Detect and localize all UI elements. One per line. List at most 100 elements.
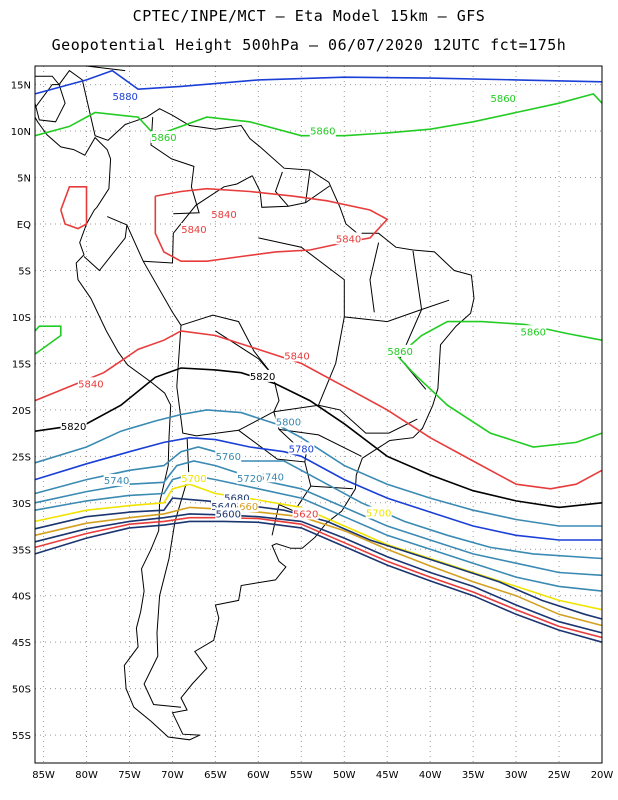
- lon-tick-label: 20W: [591, 770, 614, 781]
- map-title: CPTEC/INPE/MCT – Eta Model 15km – GFS: [132, 7, 486, 25]
- contour-line: [34, 330, 603, 490]
- contour-label: 5760: [216, 452, 241, 463]
- contour-label: 5860: [151, 133, 176, 144]
- contour-label-bg: [387, 344, 414, 357]
- contour-label-bg: [103, 473, 130, 486]
- contour-line: [34, 446, 603, 560]
- central-america-coast: [34, 75, 66, 123]
- graticule-grid: [35, 66, 603, 763]
- contour-label-bg: [490, 92, 517, 105]
- contour-label-bg: [309, 124, 336, 137]
- lon-tick-label: 60W: [247, 770, 270, 781]
- contour-label: 5680: [224, 494, 249, 505]
- contour-label: 5840: [211, 210, 236, 221]
- country-border: [180, 314, 280, 412]
- contour-label: 5700: [181, 474, 206, 485]
- coastlines-borders: [34, 65, 475, 741]
- map-frame: [34, 65, 603, 764]
- lat-tick-label: 35S: [12, 545, 31, 556]
- country-border: [318, 316, 345, 406]
- contour-label-bg: [249, 369, 276, 382]
- country-border: [274, 171, 289, 207]
- contour-lines: [34, 69, 603, 643]
- lat-tick-label: 15S: [12, 359, 31, 370]
- lon-tick-label: 50W: [333, 770, 356, 781]
- contour-label-bg: [275, 415, 302, 428]
- lon-tick-label: 85W: [32, 770, 55, 781]
- contour-label: 5820: [250, 372, 275, 383]
- lat-tick-label: 25S: [12, 452, 31, 463]
- lat-tick-label: EQ: [17, 220, 31, 231]
- country-border: [150, 117, 200, 215]
- contour-labels: 5880 5860 5860 5860 5860 5860 5840 5840 5840 5840…: [60, 90, 547, 520]
- country-border: [176, 386, 275, 437]
- country-border: [143, 175, 253, 264]
- contour-line: [34, 409, 602, 527]
- country-border: [126, 224, 182, 387]
- lon-tick-label: 40W: [419, 770, 442, 781]
- country-border: [273, 404, 418, 434]
- contour-label-bg: [180, 472, 207, 485]
- lat-tick-label: 30S: [12, 499, 31, 510]
- contour-label-bg: [258, 470, 285, 483]
- contour-label-bg: [211, 208, 237, 221]
- country-border: [83, 216, 128, 272]
- contour-label: 5660: [233, 502, 258, 513]
- contour-line: [34, 325, 62, 355]
- contour-line: [34, 506, 603, 627]
- contour-label-bg: [215, 507, 242, 520]
- lat-tick-label: 10N: [11, 127, 31, 138]
- caribbean-island: [43, 65, 126, 72]
- contour-label: 5880: [112, 92, 137, 103]
- contour-label: 5620: [293, 509, 318, 520]
- contour-label-bg: [112, 90, 139, 103]
- contour-label-bg: [288, 442, 315, 455]
- lon-tick-label: 75W: [118, 770, 141, 781]
- contour-label-bg: [77, 377, 104, 390]
- lon-tick-label: 80W: [75, 770, 98, 781]
- contour-label: 5720: [237, 474, 262, 485]
- contour-line: [34, 460, 603, 577]
- lat-tick-label: 50S: [12, 685, 31, 696]
- map-subtitle: Geopotential Height 500hPa – 06/07/2020 …: [51, 36, 567, 54]
- country-border: [278, 428, 362, 457]
- lat-tick-label: 15N: [11, 81, 31, 92]
- contour-label-bg: [520, 325, 547, 338]
- contour-label: 5740: [104, 476, 129, 487]
- contour-label-bg: [215, 449, 242, 462]
- contour-label-bg: [292, 507, 319, 520]
- country-border: [369, 242, 380, 313]
- contour-label: 5780: [289, 444, 314, 455]
- lon-tick-label: 25W: [548, 770, 571, 781]
- contour-line: [34, 516, 603, 639]
- country-border: [251, 175, 330, 208]
- contour-line: [34, 367, 603, 509]
- contour-label: 5840: [284, 351, 309, 362]
- contour-label: 5840: [336, 234, 361, 245]
- contour-label: 5820: [61, 422, 86, 433]
- lon-tick-label: 45W: [376, 770, 399, 781]
- lat-tick-label: 45S: [12, 638, 31, 649]
- south-america-coastline: [34, 69, 475, 741]
- lat-tick-label: 5S: [18, 266, 31, 277]
- lat-tick-label: 10S: [12, 313, 31, 324]
- contour-line: [395, 353, 603, 448]
- contour-label: 5860: [490, 94, 515, 105]
- contour-label: 5860: [310, 127, 335, 138]
- contour-line: [60, 186, 88, 230]
- contour-line: [34, 520, 603, 643]
- contour-label-bg: [236, 472, 263, 485]
- lon-tick-label: 35W: [462, 770, 485, 781]
- contour-label: 5860: [387, 347, 412, 358]
- contour-label: 5600: [216, 509, 241, 520]
- contour-label: 5800: [276, 417, 301, 428]
- lat-tick-label: 20S: [12, 406, 31, 417]
- lon-tick-label: 55W: [290, 770, 313, 781]
- lat-tick-label: 40S: [12, 592, 31, 603]
- lon-tick-label: 65W: [204, 770, 227, 781]
- contour-label: 5840: [78, 379, 103, 390]
- contour-line: [34, 483, 603, 611]
- contour-label: 5840: [181, 225, 206, 236]
- contour-line: [34, 513, 603, 634]
